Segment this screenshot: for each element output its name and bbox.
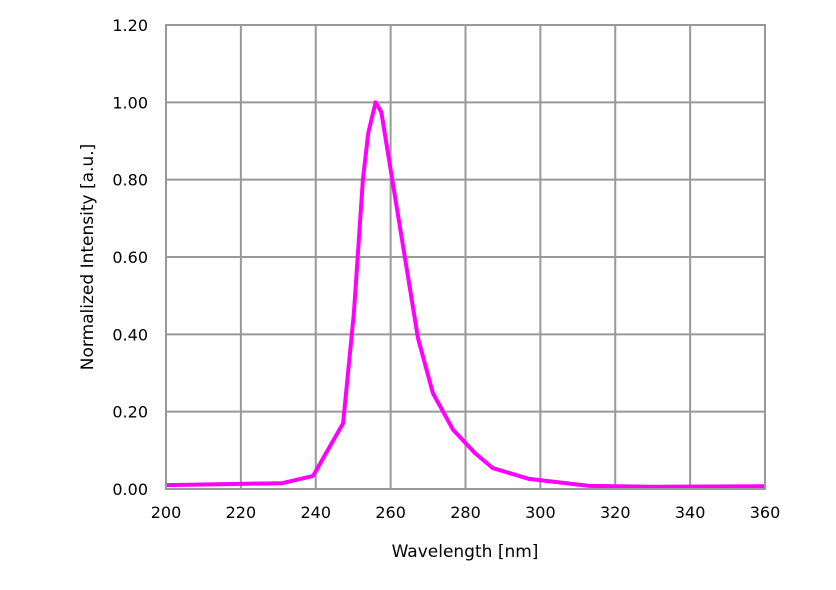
x-tick-label: 280 [450, 503, 481, 522]
y-tick-label: 0.80 [112, 171, 148, 190]
x-tick-label: 200 [151, 503, 182, 522]
y-tick-label: 0.20 [112, 403, 148, 422]
x-tick-label: 360 [750, 503, 781, 522]
x-tick-label: 220 [226, 503, 257, 522]
x-axis-label: Wavelength [nm] [392, 542, 539, 562]
y-tick-label: 1.00 [112, 93, 148, 112]
y-axis-label: Normalized Intensity [a.u.] [78, 144, 98, 370]
y-tick-label: 0.40 [112, 325, 148, 344]
x-tick-label: 260 [375, 503, 406, 522]
x-tick-label: 300 [525, 503, 556, 522]
x-tick-label: 340 [675, 503, 706, 522]
y-tick-label: 1.20 [112, 16, 148, 35]
x-tick-label: 320 [600, 503, 631, 522]
y-tick-label: 0.60 [112, 248, 148, 267]
x-tick-label: 240 [300, 503, 331, 522]
y-tick-label: 0.00 [112, 480, 148, 499]
